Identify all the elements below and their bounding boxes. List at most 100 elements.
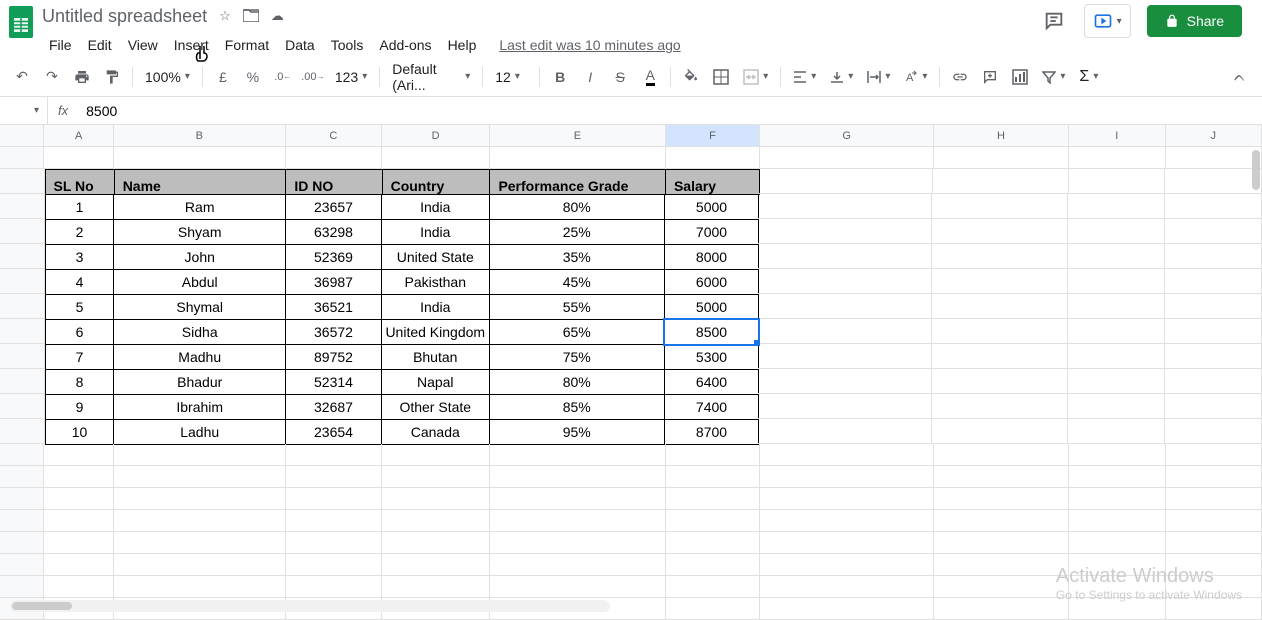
cell[interactable] <box>1069 488 1165 510</box>
cell[interactable] <box>758 344 932 369</box>
cell[interactable]: John <box>113 244 286 270</box>
row-header[interactable] <box>0 532 44 554</box>
last-edit-link[interactable]: Last edit was 10 minutes ago <box>499 37 680 53</box>
cell[interactable]: Country <box>382 169 491 195</box>
row-header[interactable] <box>0 169 45 194</box>
font-select[interactable]: Default (Ari...▾ <box>386 59 476 95</box>
cell[interactable] <box>1068 269 1165 294</box>
share-button[interactable]: Share <box>1147 5 1242 37</box>
cell[interactable] <box>758 419 932 444</box>
cell[interactable] <box>1068 394 1165 419</box>
row-header[interactable] <box>0 244 45 269</box>
menu-data[interactable]: Data <box>278 33 322 57</box>
chart-icon[interactable] <box>1006 63 1034 91</box>
cell[interactable]: 2 <box>45 219 115 245</box>
select-all-cell[interactable] <box>0 125 44 146</box>
menu-format[interactable]: Format <box>218 33 276 57</box>
cell[interactable] <box>286 488 382 510</box>
cell[interactable] <box>1069 169 1166 194</box>
cell[interactable] <box>934 532 1069 554</box>
cell[interactable] <box>760 554 934 576</box>
column-header-D[interactable]: D <box>382 125 490 146</box>
cell[interactable]: 36987 <box>285 269 382 295</box>
cell[interactable] <box>1166 488 1262 510</box>
cell[interactable]: 36572 <box>285 319 382 345</box>
cell[interactable] <box>490 147 666 169</box>
h-align-select[interactable]: ▾ <box>787 68 822 86</box>
bold-icon[interactable]: B <box>546 63 574 91</box>
cell[interactable]: 80% <box>489 194 665 220</box>
cell[interactable] <box>286 510 382 532</box>
cell[interactable] <box>44 554 113 576</box>
cell[interactable] <box>758 219 932 244</box>
row-header[interactable] <box>0 219 45 244</box>
strikethrough-icon[interactable]: S <box>606 63 634 91</box>
cell[interactable] <box>934 466 1069 488</box>
cell[interactable] <box>114 147 286 169</box>
cell[interactable]: 10 <box>45 419 115 445</box>
cell[interactable] <box>666 488 761 510</box>
cell[interactable] <box>758 394 932 419</box>
cell[interactable] <box>1165 169 1262 194</box>
cell[interactable] <box>760 598 934 620</box>
menu-file[interactable]: File <box>42 33 79 57</box>
column-header-B[interactable]: B <box>114 125 286 146</box>
cell[interactable]: Ladhu <box>113 419 286 445</box>
row-header[interactable] <box>0 369 45 394</box>
cell[interactable] <box>1068 194 1165 219</box>
percent-icon[interactable]: % <box>239 63 267 91</box>
fill-color-icon[interactable] <box>677 63 705 91</box>
cell[interactable] <box>932 294 1068 319</box>
undo-icon[interactable]: ↶ <box>8 63 36 91</box>
cell[interactable] <box>933 169 1068 194</box>
cell[interactable] <box>286 532 382 554</box>
cell[interactable] <box>758 294 932 319</box>
cell[interactable] <box>382 488 490 510</box>
decrease-decimal-icon[interactable]: .0← <box>269 63 297 91</box>
column-header-F[interactable]: F <box>666 125 761 146</box>
cell[interactable] <box>666 147 761 169</box>
cell[interactable] <box>932 219 1068 244</box>
menu-insert[interactable]: Insert <box>167 33 216 57</box>
cell[interactable] <box>932 394 1068 419</box>
cell[interactable] <box>114 576 286 598</box>
cell[interactable] <box>934 147 1069 169</box>
merge-cells-select[interactable]: ▾ <box>737 67 774 87</box>
wrap-select[interactable]: ▾ <box>861 68 896 86</box>
cell[interactable]: ID NO <box>285 169 382 195</box>
row-header[interactable] <box>0 194 45 219</box>
cloud-icon[interactable]: ☁ <box>271 8 284 25</box>
cell[interactable]: 36521 <box>285 294 382 320</box>
cell[interactable] <box>114 510 286 532</box>
cell[interactable] <box>114 488 286 510</box>
cell[interactable]: 23657 <box>285 194 382 220</box>
cell[interactable] <box>382 510 490 532</box>
link-icon[interactable] <box>946 63 974 91</box>
borders-icon[interactable] <box>707 63 735 91</box>
cell[interactable] <box>490 532 666 554</box>
font-size-select[interactable]: 12▾ <box>489 67 533 87</box>
cell[interactable] <box>490 444 666 466</box>
cell[interactable]: 52369 <box>285 244 382 270</box>
cell[interactable] <box>44 576 113 598</box>
cell[interactable] <box>286 576 382 598</box>
cell[interactable]: Performance Grade <box>489 169 666 195</box>
cell[interactable] <box>1165 344 1262 369</box>
menu-tools[interactable]: Tools <box>324 33 371 57</box>
cell[interactable] <box>666 510 761 532</box>
cell[interactable]: Canada <box>381 419 490 445</box>
print-icon[interactable] <box>68 63 96 91</box>
cell[interactable]: 4 <box>45 269 115 295</box>
currency-icon[interactable]: £ <box>209 63 237 91</box>
column-header-E[interactable]: E <box>490 125 666 146</box>
cell[interactable] <box>1068 369 1165 394</box>
row-header[interactable] <box>0 488 44 510</box>
cell[interactable]: 63298 <box>285 219 382 245</box>
cell[interactable] <box>1069 466 1165 488</box>
italic-icon[interactable]: I <box>576 63 604 91</box>
cell[interactable]: 52314 <box>285 369 382 395</box>
cell[interactable] <box>114 466 286 488</box>
v-align-select[interactable]: ▾ <box>824 68 859 86</box>
cell[interactable] <box>44 444 113 466</box>
row-header[interactable] <box>0 344 45 369</box>
